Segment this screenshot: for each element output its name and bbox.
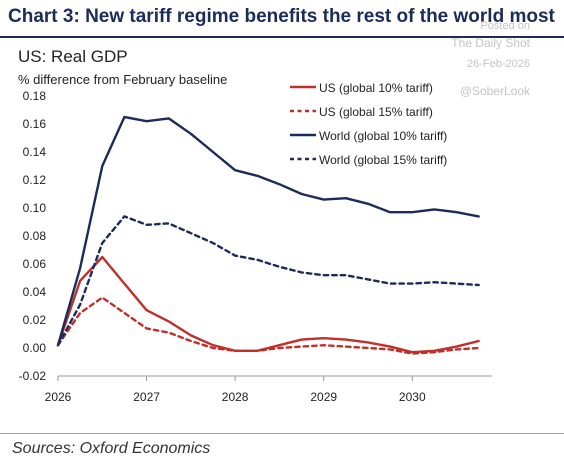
legend-label: World (global 10% tariff) [319,129,447,143]
y-tick-label: 0.14 [23,145,47,159]
line-chart: 0.18 0.16 0.14 0.12 0.10 0.08 0.06 0.04 0.02 0.00… [19,81,492,404]
legend-label: World (global 15% tariff) [319,153,447,167]
y-tick-label: 0.00 [23,341,47,355]
series-line-2 [56,296,480,355]
y-axis-ticks: 0.18 0.16 0.14 0.12 0.10 0.08 0.06 0.04 0.02 0.00… [19,89,47,383]
x-tick-label: 2026 [45,390,72,404]
legend-label: US (global 15% tariff) [319,105,433,119]
y-tick-label: 0.18 [23,89,47,103]
chart-subtitle: US: Real GDP [18,47,128,66]
series-line-1 [56,255,480,354]
y-axis-label: % difference from February baseline [18,72,228,87]
legend-label: US (global 10% tariff) [319,81,433,95]
y-tick-label: 0.10 [23,201,47,215]
series-line-3 [56,115,480,347]
y-tick-label: 0.04 [23,285,47,299]
source-note: Sources: Oxford Economics [12,440,211,457]
series-lines [56,115,480,355]
x-tick-label: 2028 [222,390,249,404]
x-tick-label: 2029 [310,390,337,404]
watermark-source: The Daily Shot [451,36,530,50]
y-tick-label: 0.12 [23,173,47,187]
chart-title: Chart 3: New tariff regime benefits the … [8,6,555,27]
y-tick-label: 0.02 [23,313,47,327]
watermark-date: 26-Feb-2026 [467,58,530,70]
series-line-4 [56,215,480,347]
legend: US (global 10% tariff) US (global 15% tar… [290,81,447,167]
y-tick-label: 0.06 [23,257,47,271]
source-divider [0,433,564,434]
watermark-posted-on: Posted on [480,20,530,32]
x-tick-label: 2030 [399,390,426,404]
title-divider [0,36,564,38]
y-tick-label: 0.16 [23,117,47,131]
y-tick-label: 0.08 [23,229,47,243]
y-tick-label: -0.02 [19,369,47,383]
x-tick-label: 2027 [133,390,160,404]
x-axis: 2026 2027 2028 2029 2030 [45,375,492,404]
watermark-handle: @SoberLook [459,84,530,98]
